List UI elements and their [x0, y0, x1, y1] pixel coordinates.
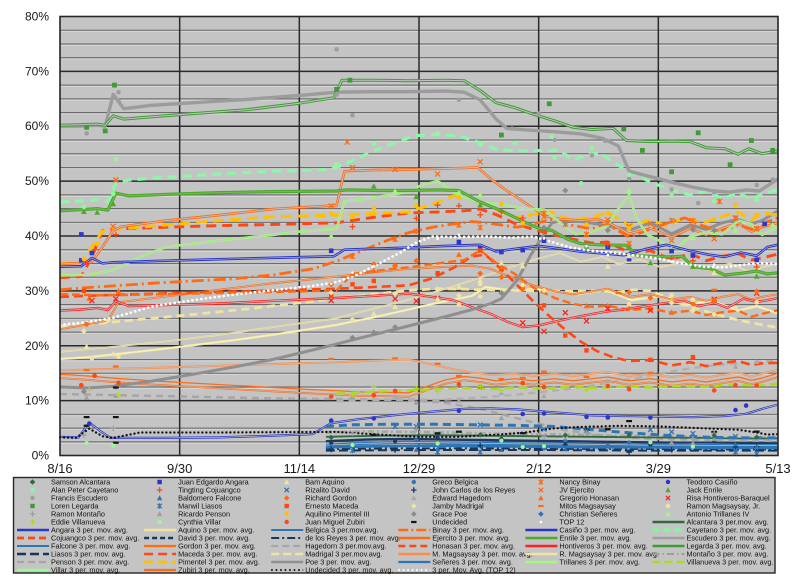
svg-text:Risa Hontiveros-Baraquel: Risa Hontiveros-Baraquel [687, 494, 771, 503]
svg-text:Christian Señeres: Christian Señeres [559, 510, 617, 519]
svg-text:Hontiveros 3 per. mov. avg.: Hontiveros 3 per. mov. avg. [559, 542, 647, 551]
svg-text:5/13: 5/13 [765, 461, 790, 476]
svg-text:M. Magsaysay 3 per. mov. avg.: M. Magsaysay 3 per. mov. avg. [432, 550, 532, 559]
svg-text:Francis Escudero: Francis Escudero [51, 494, 108, 503]
svg-text:Baldomero Falcone: Baldomero Falcone [178, 494, 241, 503]
svg-text:50%: 50% [25, 174, 49, 188]
svg-text:Ramon Montaño: Ramon Montaño [51, 510, 105, 519]
svg-text:Gregorio Honasan: Gregorio Honasan [559, 494, 619, 503]
svg-text:Montaño 3 per. mov. avg.: Montaño 3 per. mov. avg. [687, 550, 769, 559]
svg-text:Zubiri 3 per. mov. avg.: Zubiri 3 per. mov. avg. [178, 566, 250, 575]
svg-text:Edward Hagedorn: Edward Hagedorn [432, 494, 491, 503]
svg-text:Samson Alcantara: Samson Alcantara [51, 478, 111, 487]
svg-text:Enrile 3 per. mov. avg.: Enrile 3 per. mov. avg. [559, 534, 631, 543]
svg-text:Grace Poe: Grace Poe [432, 510, 467, 519]
svg-text:John Carlos de los Reyes: John Carlos de los Reyes [432, 486, 515, 495]
svg-text:80%: 80% [25, 10, 49, 24]
svg-text:Villar 3 per. mov. avg.: Villar 3 per. mov. avg. [51, 566, 121, 575]
svg-text:Señeres 3 per. mov. avg.: Señeres 3 per. mov. avg. [432, 558, 513, 567]
svg-text:Casiño 3 per. mov. avg.: Casiño 3 per. mov. avg. [559, 526, 635, 535]
svg-text:Jamby Madrigal: Jamby Madrigal [432, 502, 484, 511]
svg-text:Eddie Villanueva: Eddie Villanueva [51, 518, 106, 527]
svg-text:JV Ejercito: JV Ejercito [559, 486, 594, 495]
svg-text:Legarda 3 per. mov. avg.: Legarda 3 per. mov. avg. [687, 542, 767, 551]
svg-text:Ernesto Maceda: Ernesto Maceda [305, 502, 359, 511]
svg-text:Mitos Magsaysay: Mitos Magsaysay [559, 502, 616, 511]
svg-text:Aquino 3 per. mov. avg.: Aquino 3 per. mov. avg. [178, 526, 254, 535]
svg-text:Honasan 3 per. mov. avg.: Honasan 3 per. mov. avg. [432, 542, 515, 551]
svg-text:Ricardo Penson: Ricardo Penson [178, 510, 230, 519]
svg-text:Penson 3 per. mov. avg.: Penson 3 per. mov. avg. [51, 558, 129, 567]
svg-text:Alcantara 3 per.mov. avg.: Alcantara 3 per.mov. avg. [687, 518, 769, 527]
svg-text:Maceda 3 per. mov. avg.: Maceda 3 per. mov. avg. [178, 550, 257, 559]
svg-text:Angara 3 per. mov. avg.: Angara 3 per. mov. avg. [51, 526, 128, 535]
svg-text:Cojuangco 3 per. mov. avg.: Cojuangco 3 per. mov. avg. [51, 534, 139, 543]
svg-text:2/12: 2/12 [526, 461, 551, 476]
svg-text:Antonio Trillanes IV: Antonio Trillanes IV [687, 510, 750, 519]
svg-text:0%: 0% [32, 449, 50, 463]
svg-text:Gordon 3 per. mov. avg.: Gordon 3 per. mov. avg. [178, 542, 256, 551]
svg-text:Hagedorn 3 per.mov.avg.: Hagedorn 3 per.mov.avg. [305, 542, 386, 551]
svg-text:Rizalito David: Rizalito David [305, 486, 350, 495]
svg-text:9/30: 9/30 [167, 461, 192, 476]
svg-text:Escudero 3 per. mov. avg.: Escudero 3 per. mov. avg. [687, 534, 771, 543]
svg-text:Ejercito 3 per. mov. avg.: Ejercito 3 per. mov. avg. [432, 534, 510, 543]
svg-text:Aquilino Pimentel III: Aquilino Pimentel III [305, 510, 370, 519]
svg-text:TOP 12: TOP 12 [559, 518, 584, 527]
svg-text:de los Reyes 3 per. mov. avg.: de los Reyes 3 per. mov. avg. [305, 534, 401, 543]
svg-text:Juan Edgardo Angara: Juan Edgardo Angara [178, 478, 250, 487]
svg-text:20%: 20% [25, 339, 49, 353]
svg-text:Greco Belgica: Greco Belgica [432, 478, 479, 487]
svg-text:Richard Gordon: Richard Gordon [305, 494, 357, 503]
svg-text:3 per. Mov. Avg. (TOP 12): 3 per. Mov. Avg. (TOP 12) [432, 566, 515, 575]
svg-text:Bam Aquino: Bam Aquino [305, 478, 344, 487]
svg-text:70%: 70% [25, 64, 49, 78]
svg-text:Alan Peter Cayetano: Alan Peter Cayetano [51, 486, 118, 495]
svg-text:40%: 40% [25, 229, 49, 243]
svg-text:Cayetano 3 per. mov. avg.: Cayetano 3 per. mov. avg. [687, 526, 772, 535]
svg-text:Cynthia Villar: Cynthia Villar [178, 518, 221, 527]
svg-text:8/16: 8/16 [47, 461, 72, 476]
svg-text:Juan Miguel Zubiri: Juan Miguel Zubiri [305, 518, 365, 527]
svg-text:Undecided: Undecided [432, 518, 467, 527]
svg-text:Villanueva 3 per. mov. avg.: Villanueva 3 per. mov. avg. [687, 558, 774, 567]
svg-text:Falcone 3 per. mov. avg.: Falcone 3 per. mov. avg. [51, 542, 130, 551]
svg-text:10%: 10% [25, 394, 49, 408]
svg-text:R. Magsaysay 3 per. mov. avg.: R. Magsaysay 3 per. mov. avg. [559, 550, 659, 559]
svg-text:12/29: 12/29 [403, 461, 436, 476]
svg-text:Marwil Liasos: Marwil Liasos [178, 502, 223, 511]
svg-text:30%: 30% [25, 284, 49, 298]
svg-text:Jack Enrile: Jack Enrile [687, 486, 723, 495]
svg-text:Poe 3 per. mov. avg.: Poe 3 per. mov. avg. [305, 558, 371, 567]
svg-text:David 3 per. mov. avg.: David 3 per. mov. avg. [178, 534, 250, 543]
svg-text:3/29: 3/29 [646, 461, 671, 476]
svg-text:Liasos 3 per. mov. avg.: Liasos 3 per. mov. avg. [51, 550, 126, 559]
svg-text:Ramon Magsaysay, Jr.: Ramon Magsaysay, Jr. [687, 502, 761, 511]
svg-text:Teodoro Casiño: Teodoro Casiño [687, 478, 738, 487]
svg-text:11/14: 11/14 [284, 461, 316, 476]
svg-text:Belgica 3 per.mov.avg.: Belgica 3 per.mov.avg. [305, 526, 378, 535]
svg-text:Binay 3 per. mov. avg.: Binay 3 per. mov. avg. [432, 526, 504, 535]
svg-text:Loren Legarda: Loren Legarda [51, 502, 99, 511]
svg-text:Nancy Binay: Nancy Binay [559, 478, 600, 487]
svg-text:60%: 60% [25, 119, 49, 133]
svg-text:Pimentel 3 per. mov. avg.: Pimentel 3 per. mov. avg. [178, 558, 260, 567]
svg-text:Tingting Cojuangco: Tingting Cojuangco [178, 486, 241, 495]
svg-text:Undecided 3 per. mov. avg.: Undecided 3 per. mov. avg. [305, 566, 393, 575]
svg-text:Madrigal 3 per.mov.avg.: Madrigal 3 per.mov.avg. [305, 550, 382, 559]
svg-text:Trillanes 3 per. mov. avg.: Trillanes 3 per. mov. avg. [559, 558, 640, 567]
